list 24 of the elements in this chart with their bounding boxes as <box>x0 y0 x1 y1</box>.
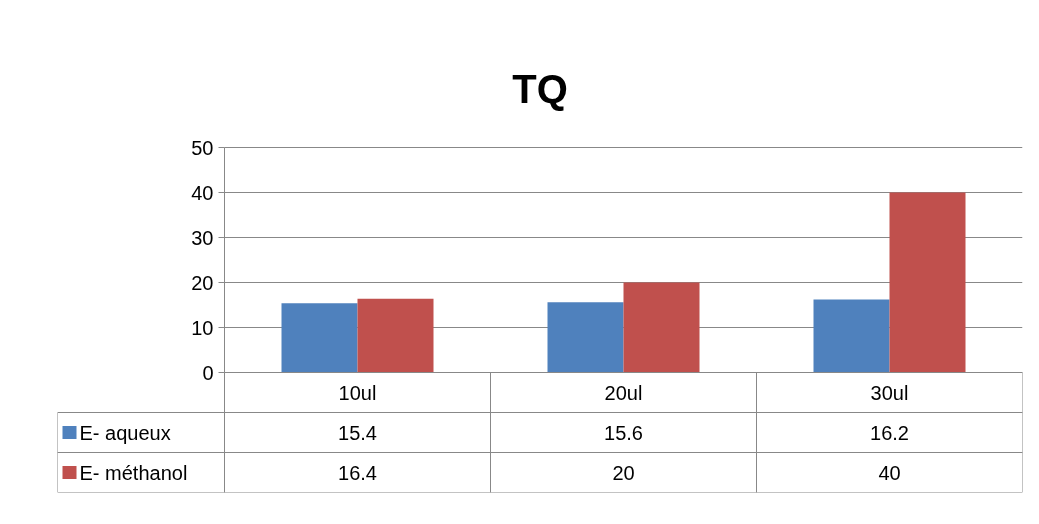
y-tick-label: 10 <box>191 316 214 339</box>
bar <box>623 282 700 373</box>
x-tick-label: 20ul <box>604 381 643 404</box>
data-label: 20 <box>612 461 635 484</box>
legend-label: E- méthanol <box>79 461 188 484</box>
data-label: 15.4 <box>338 421 377 444</box>
bar <box>281 303 358 373</box>
x-tick-label: 10ul <box>338 381 377 404</box>
y-tick-label: 40 <box>191 181 214 204</box>
data-label: 40 <box>878 461 901 484</box>
chart-title: TQ <box>512 67 568 111</box>
bar <box>547 302 624 373</box>
data-label: 16.4 <box>338 461 377 484</box>
data-label: 15.6 <box>604 421 643 444</box>
y-tick-label: 20 <box>191 271 214 294</box>
x-tick-label: 30ul <box>870 381 909 404</box>
y-tick-label: 30 <box>191 226 214 249</box>
legend-label: E- aqueux <box>79 421 171 444</box>
y-tick-label: 0 <box>202 361 214 384</box>
bar <box>889 192 966 373</box>
bar <box>813 299 890 373</box>
y-tick-label: 50 <box>191 136 214 159</box>
bar <box>357 298 434 373</box>
data-label: 16.2 <box>870 421 909 444</box>
